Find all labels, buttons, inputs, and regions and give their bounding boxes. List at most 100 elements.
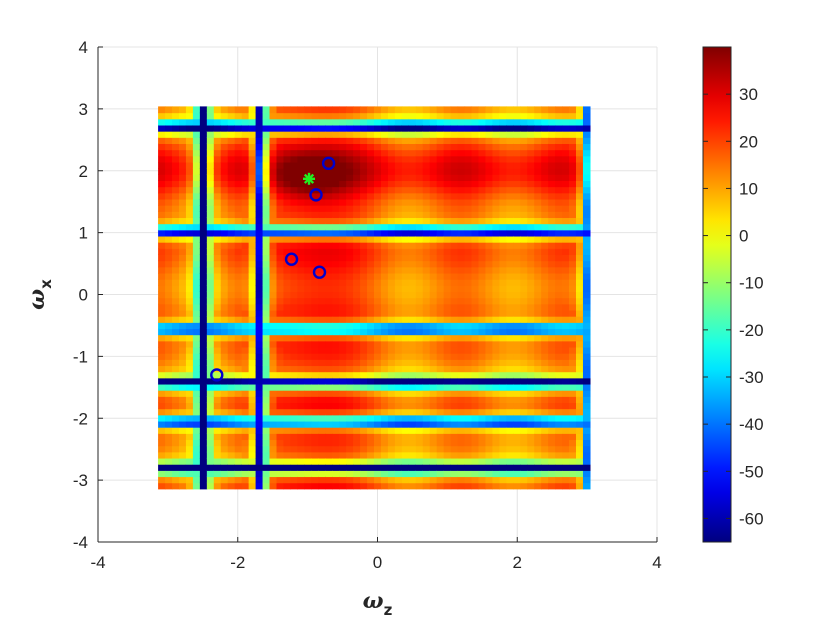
heatmap-cell — [290, 383, 298, 391]
heatmap-cell — [575, 427, 584, 434]
heatmap-cell — [353, 365, 361, 373]
heatmap-cell — [339, 149, 347, 157]
heatmap-cell — [562, 143, 570, 151]
heatmap-cell — [562, 390, 570, 397]
heatmap-cell — [318, 402, 326, 410]
heatmap-cell — [241, 297, 250, 305]
heatmap-cell — [276, 149, 285, 157]
heatmap-cell — [353, 217, 361, 225]
heatmap-cell — [374, 112, 382, 120]
y-axis-label-symbol: ω — [24, 289, 50, 310]
heatmap-cell — [527, 131, 535, 138]
heatmap-cell — [339, 211, 347, 219]
heatmap-cell — [297, 229, 305, 237]
heatmap-cell — [213, 174, 222, 182]
heatmap-cell — [158, 457, 166, 465]
heatmap-cell — [569, 254, 577, 262]
heatmap-cell — [346, 254, 354, 262]
heatmap-cell — [178, 124, 187, 132]
heatmap-cell — [499, 328, 507, 336]
heatmap-cell — [534, 297, 542, 305]
heatmap-cell — [332, 217, 340, 225]
heatmap-cell — [367, 223, 375, 231]
heatmap-cell — [234, 186, 243, 194]
heatmap-cell — [199, 303, 208, 311]
heatmap-cell — [311, 322, 319, 330]
heatmap-cell — [569, 272, 577, 280]
heatmap-cell — [408, 464, 417, 471]
heatmap-cell — [569, 235, 577, 243]
heatmap-cell — [339, 309, 347, 317]
heatmap-cell — [353, 260, 361, 268]
heatmap-cell — [520, 211, 528, 219]
heatmap-cell — [527, 316, 535, 323]
heatmap-cell — [339, 124, 347, 132]
heatmap-cell — [199, 371, 208, 379]
heatmap-cell — [234, 112, 243, 120]
heatmap-cell — [199, 161, 208, 169]
heatmap-cell — [380, 457, 389, 465]
heatmap-cell — [227, 433, 236, 441]
heatmap-cell — [339, 346, 347, 354]
heatmap-cell — [325, 279, 333, 286]
heatmap-cell — [520, 464, 528, 471]
heatmap-cell — [520, 365, 528, 373]
heatmap-cell — [429, 359, 438, 367]
heatmap-cell — [506, 205, 514, 212]
heatmap-cell — [311, 285, 319, 293]
heatmap-cell — [450, 223, 459, 231]
heatmap-cell — [318, 383, 326, 391]
heatmap-cell — [478, 433, 487, 441]
heatmap-cell — [297, 248, 305, 256]
heatmap-cell — [165, 285, 173, 293]
heatmap-cell — [471, 205, 480, 212]
heatmap-cell — [346, 266, 354, 274]
heatmap-cell — [262, 476, 271, 484]
heatmap-cell — [374, 211, 382, 219]
heatmap-cell — [436, 377, 445, 385]
heatmap-cell — [297, 433, 305, 441]
heatmap-cell — [213, 118, 222, 126]
heatmap-cell — [220, 439, 229, 447]
heatmap-cell — [290, 223, 298, 231]
heatmap-cell — [506, 476, 514, 484]
heatmap-cell — [374, 390, 382, 397]
heatmap-cell — [353, 168, 361, 175]
heatmap-cell — [401, 118, 410, 126]
heatmap-cell — [185, 155, 194, 163]
heatmap-cell — [241, 359, 250, 367]
heatmap-cell — [478, 285, 487, 293]
heatmap-cell — [304, 316, 312, 323]
heatmap-cell — [506, 445, 514, 453]
heatmap-cell — [415, 137, 424, 145]
heatmap-cell — [332, 439, 340, 447]
heatmap-cell — [360, 470, 368, 478]
heatmap-cell — [582, 390, 591, 397]
heatmap-cell — [241, 439, 250, 447]
heatmap-cell — [408, 254, 417, 262]
heatmap-cell — [304, 279, 312, 286]
heatmap-cell — [443, 155, 452, 163]
heatmap-cell — [374, 217, 382, 225]
heatmap-cell — [269, 476, 278, 484]
heatmap-cell — [478, 482, 487, 490]
heatmap-cell — [422, 359, 431, 367]
heatmap-cell — [436, 229, 445, 237]
heatmap-cell — [304, 457, 312, 465]
heatmap-cell — [548, 155, 556, 163]
heatmap-cell — [172, 353, 180, 360]
heatmap-cell — [213, 433, 222, 441]
heatmap-cell — [562, 223, 570, 231]
heatmap-cell — [283, 309, 292, 317]
heatmap-cell — [220, 106, 229, 114]
heatmap-cell — [457, 414, 466, 422]
heatmap-cell — [290, 346, 298, 354]
heatmap-cell — [555, 297, 563, 305]
heatmap-cell — [192, 155, 201, 163]
heatmap-cell — [276, 457, 285, 465]
heatmap-cell — [367, 359, 375, 367]
heatmap-cell — [185, 365, 194, 373]
heatmap-cell — [548, 303, 556, 311]
heatmap-cell — [297, 143, 305, 151]
heatmap-cell — [304, 414, 312, 422]
